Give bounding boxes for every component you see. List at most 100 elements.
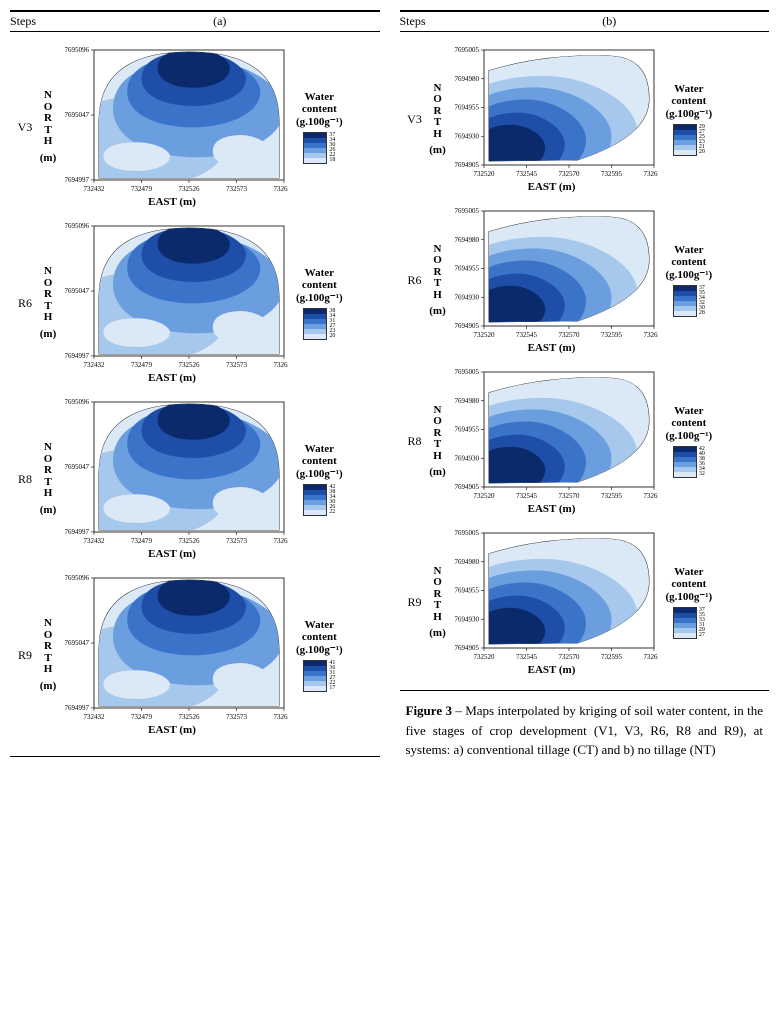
svg-text:7694997: 7694997: [65, 528, 90, 536]
north-axis-label: NORTH (m): [40, 442, 56, 516]
svg-text:7694980: 7694980: [454, 397, 479, 405]
svg-text:732432: 732432: [84, 713, 106, 721]
north-axis-label: NORTH (m): [430, 566, 446, 640]
column-b: Steps (b) V3 NORTH (m) 73252073254573257…: [400, 10, 770, 760]
legend-swatches: [303, 132, 327, 164]
svg-text:732520: 732520: [473, 492, 495, 500]
east-axis-label: EAST (m): [148, 196, 196, 208]
svg-text:732526: 732526: [179, 185, 201, 193]
figure-caption: Figure 3 – Maps interpolated by kriging …: [400, 701, 770, 760]
svg-text:732620: 732620: [274, 713, 289, 721]
svg-text:732595: 732595: [601, 653, 623, 661]
legend-title-line2: content: [296, 103, 343, 115]
columns: Steps (a) V3 NORTH (m) 73243273247973252…: [10, 10, 769, 760]
svg-text:7695005: 7695005: [454, 46, 479, 54]
svg-text:732620: 732620: [643, 492, 658, 500]
svg-text:7694930: 7694930: [454, 615, 479, 623]
steps-label-a: Steps: [10, 14, 60, 29]
legend-title-line2: content: [666, 95, 713, 107]
svg-text:7695005: 7695005: [454, 207, 479, 215]
svg-text:732620: 732620: [643, 170, 658, 178]
svg-text:7695047: 7695047: [65, 463, 90, 471]
svg-text:732479: 732479: [131, 713, 153, 721]
east-axis-label: EAST (m): [528, 181, 576, 193]
step-label: V3: [10, 120, 40, 135]
svg-text:7694955: 7694955: [454, 265, 479, 273]
svg-text:732520: 732520: [473, 653, 495, 661]
legend: Water content (g.100g⁻¹) 373533312927: [666, 566, 713, 639]
svg-text:7694955: 7694955: [454, 426, 479, 434]
svg-text:732570: 732570: [558, 331, 580, 339]
legend: Water content (g.100g⁻¹) 383431272320: [296, 267, 343, 340]
svg-text:7694997: 7694997: [65, 704, 90, 712]
svg-text:732570: 732570: [558, 492, 580, 500]
kriging-map-A2: 7324327324797325267325737326207695096769…: [56, 398, 288, 546]
kriging-map-A1: 7324327324797325267325737326207695096769…: [56, 222, 288, 370]
svg-text:732432: 732432: [84, 537, 106, 545]
svg-text:7695047: 7695047: [65, 287, 90, 295]
svg-text:732620: 732620: [274, 361, 289, 369]
svg-text:732573: 732573: [226, 185, 248, 193]
column-b-header: Steps (b): [400, 10, 770, 32]
step-label: R6: [400, 273, 430, 288]
svg-text:732479: 732479: [131, 361, 153, 369]
svg-text:732545: 732545: [516, 331, 538, 339]
legend-values: 424038363432: [699, 447, 705, 477]
svg-text:732570: 732570: [558, 653, 580, 661]
legend-swatches: [673, 607, 697, 639]
east-axis-label: EAST (m): [528, 503, 576, 515]
legend-title-line3: (g.100g⁻¹): [296, 643, 343, 656]
panel-A-R6: R6 NORTH (m) 732432732479732526732573732…: [10, 222, 380, 384]
svg-text:7694905: 7694905: [454, 322, 479, 330]
kriging-map-B3: 7325207325457325707325957326207695005769…: [446, 529, 658, 662]
legend-values: 292725232120: [699, 125, 705, 155]
step-label: R6: [10, 296, 40, 311]
legend-title-line3: (g.100g⁻¹): [296, 467, 343, 480]
svg-text:732479: 732479: [131, 185, 153, 193]
kriging-map-B0: 7325207325457325707325957326207695005769…: [446, 46, 658, 179]
svg-text:732620: 732620: [643, 653, 658, 661]
legend-title-line3: (g.100g⁻¹): [296, 115, 343, 128]
legend-swatches: [673, 446, 697, 478]
column-a-header: Steps (a): [10, 10, 380, 32]
north-axis-label: NORTH (m): [430, 244, 446, 318]
plot-block: 7324327324797325267325737326207695096769…: [56, 46, 288, 208]
svg-text:7694980: 7694980: [454, 75, 479, 83]
panel-B-R9: R9 NORTH (m) 732520732545732570732595732…: [400, 529, 770, 676]
svg-text:732526: 732526: [179, 713, 201, 721]
steps-label-b: Steps: [400, 14, 450, 29]
svg-text:7694955: 7694955: [454, 587, 479, 595]
north-axis-label: NORTH (m): [430, 83, 446, 157]
legend-values: 413631272217: [329, 661, 335, 691]
legend-title-line1: Water: [296, 91, 343, 103]
svg-text:732520: 732520: [473, 331, 495, 339]
svg-text:732573: 732573: [226, 713, 248, 721]
svg-text:7694980: 7694980: [454, 236, 479, 244]
panel-B-V3: V3 NORTH (m) 732520732545732570732595732…: [400, 46, 770, 193]
legend-title-line3: (g.100g⁻¹): [296, 291, 343, 304]
legend-swatches: [673, 124, 697, 156]
legend-title-line3: (g.100g⁻¹): [666, 268, 713, 281]
kriging-map-B2: 7325207325457325707325957326207695005769…: [446, 368, 658, 501]
svg-text:732570: 732570: [558, 170, 580, 178]
legend-swatches: [303, 308, 327, 340]
step-label: V3: [400, 112, 430, 127]
legend-swatches: [673, 285, 697, 317]
svg-text:7695096: 7695096: [65, 398, 90, 406]
step-label: R8: [10, 472, 40, 487]
svg-text:732595: 732595: [601, 170, 623, 178]
column-b-bottom-rule: [400, 690, 770, 691]
panel-A-R9: R9 NORTH (m) 732432732479732526732573732…: [10, 574, 380, 736]
legend-values: 373533312927: [699, 608, 705, 638]
svg-text:7694997: 7694997: [65, 176, 90, 184]
north-axis-label: NORTH (m): [40, 90, 56, 164]
svg-text:7695047: 7695047: [65, 111, 90, 119]
legend: Water content (g.100g⁻¹) 292725232120: [666, 83, 713, 156]
column-letter-b: (b): [450, 14, 770, 29]
svg-text:7695005: 7695005: [454, 529, 479, 537]
svg-text:732526: 732526: [179, 361, 201, 369]
legend-values: 383431272320: [329, 309, 335, 339]
plot-block: 7325207325457325707325957326207695005769…: [446, 368, 658, 515]
legend-values: 423834302622: [329, 485, 335, 515]
panel-B-R6: R6 NORTH (m) 732520732545732570732595732…: [400, 207, 770, 354]
